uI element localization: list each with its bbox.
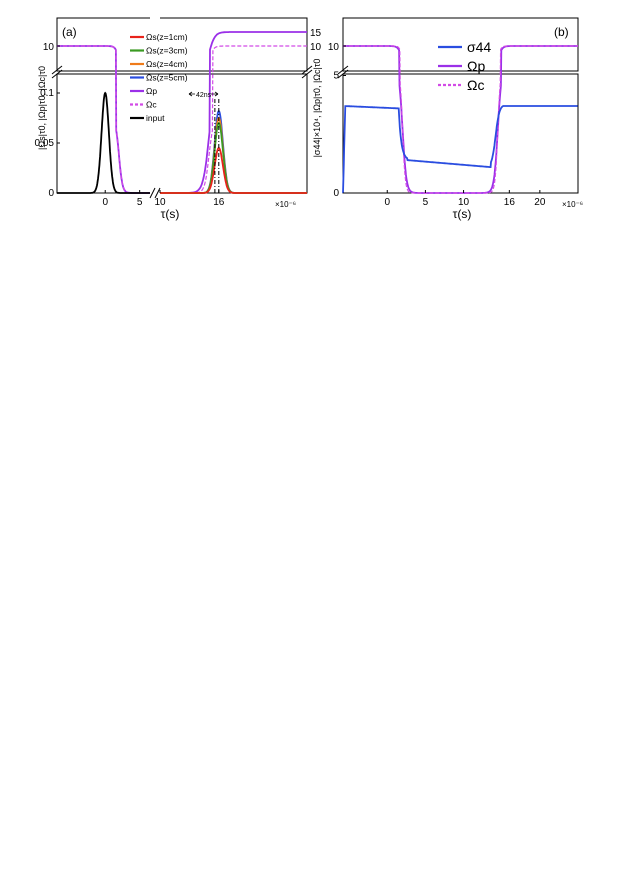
y-tick-label-a: 0.05: [35, 138, 55, 149]
omega-s-z5-line: [160, 109, 307, 194]
legend-omega-p-b-label: Ωp: [467, 58, 485, 74]
input-pulse-line: [57, 91, 150, 194]
y-tick-label-a: 0: [48, 188, 54, 199]
y-tick-label-a: 0.1: [40, 88, 54, 99]
sigma44-line: [342, 105, 578, 194]
panel-b-lower-frame: [342, 73, 579, 194]
y-break-slash-left: [51, 69, 63, 79]
x-tick-label-a: 0: [102, 197, 108, 208]
x-axis-label-b: τ(s): [453, 207, 472, 221]
x-axis-break-gap: [150, 185, 160, 199]
x-tick-label-b: 16: [504, 197, 516, 208]
x-axis-label-a: τ(s): [161, 207, 180, 221]
y-break-slash-left: [51, 65, 63, 75]
x-tick-label-b: 0: [384, 197, 390, 208]
x-tick-label-b: 5: [423, 197, 429, 208]
omega-s-z4-line: [160, 116, 307, 194]
omega-p-line-b: [343, 45, 578, 194]
x-tick-label-a: 5: [137, 197, 143, 208]
legend-omega-s-z5-label: Ωs(z=5cm): [146, 73, 188, 83]
x-tick-label-a: 16: [213, 197, 225, 208]
annotation-arrow-right: [211, 91, 219, 97]
omega-p-line-a-seg0: [57, 45, 150, 194]
panel-b-upper-frame: [342, 17, 579, 72]
annotation-arrow-left: [188, 91, 195, 97]
x-tick-label-b: 10: [458, 197, 470, 208]
y-tick-label-a-upper: 10: [43, 42, 55, 53]
legend-input-label: input: [146, 113, 165, 123]
y-axis-label-a: |Ωs|τ0, |Ωp|τ0, |Ωc|τ0: [37, 66, 47, 150]
omega-c-line-a-seg0: [57, 45, 150, 194]
omega-p-line-a-seg1: [160, 31, 307, 194]
legend-omega-s-z4-label: Ωs(z=4cm): [146, 59, 188, 69]
omega-s-z1-line: [160, 146, 307, 194]
legend-omega-p-label: Ωp: [146, 86, 157, 96]
y-tick-label-b-upper: 10: [328, 42, 340, 53]
panel-a-upper-frame: [56, 17, 308, 72]
x-break-slash: [149, 187, 156, 199]
x-multiplier-b: ×10⁻⁶: [562, 200, 583, 209]
legend-omega-c-label: Ωc: [146, 100, 157, 110]
legend-omega-s-z3-label: Ωs(z=3cm): [146, 46, 188, 56]
y-break-slash-right: [301, 69, 313, 79]
y-axis-label-b: |σ44|×10⁴, |Ωp|τ0, |Ωc|τ0: [312, 59, 322, 158]
legend-omega-c-b-label: Ωc: [467, 77, 484, 93]
x-tick-label-b: 20: [534, 197, 546, 208]
x-axis-break-gap-top: [150, 12, 160, 22]
panel-a-label: (a): [62, 25, 77, 39]
annotation-42ns: 42ns: [196, 92, 212, 99]
omega-c-line-b: [343, 45, 578, 194]
y-break-slash-b: [337, 65, 349, 75]
x-break-slash: [154, 187, 161, 199]
right-label-10: 10: [310, 42, 322, 53]
panel-b-label: (b): [554, 25, 569, 39]
right-label-15: 15: [310, 28, 322, 39]
y-tick-label-b: 0: [333, 188, 339, 199]
y-break-slash-right: [301, 65, 313, 75]
panel-a-lower-frame: [56, 73, 308, 194]
omega-s-z3-line: [160, 121, 307, 194]
x-tick-label-a: 10: [154, 197, 166, 208]
x-multiplier-a: ×10⁻⁶: [275, 200, 296, 209]
y-tick-label-b: 5: [333, 71, 339, 82]
chart-panel-a: (a) 42ns 0 5 10 1600.050.1101510τ(s)×10⁻⁶|Ω…: [35, 12, 322, 221]
legend-sigma44-label: σ44: [467, 39, 491, 55]
legend-omega-s-z1-label: Ωs(z=1cm): [146, 32, 188, 42]
y-break-slash-b: [337, 69, 349, 79]
